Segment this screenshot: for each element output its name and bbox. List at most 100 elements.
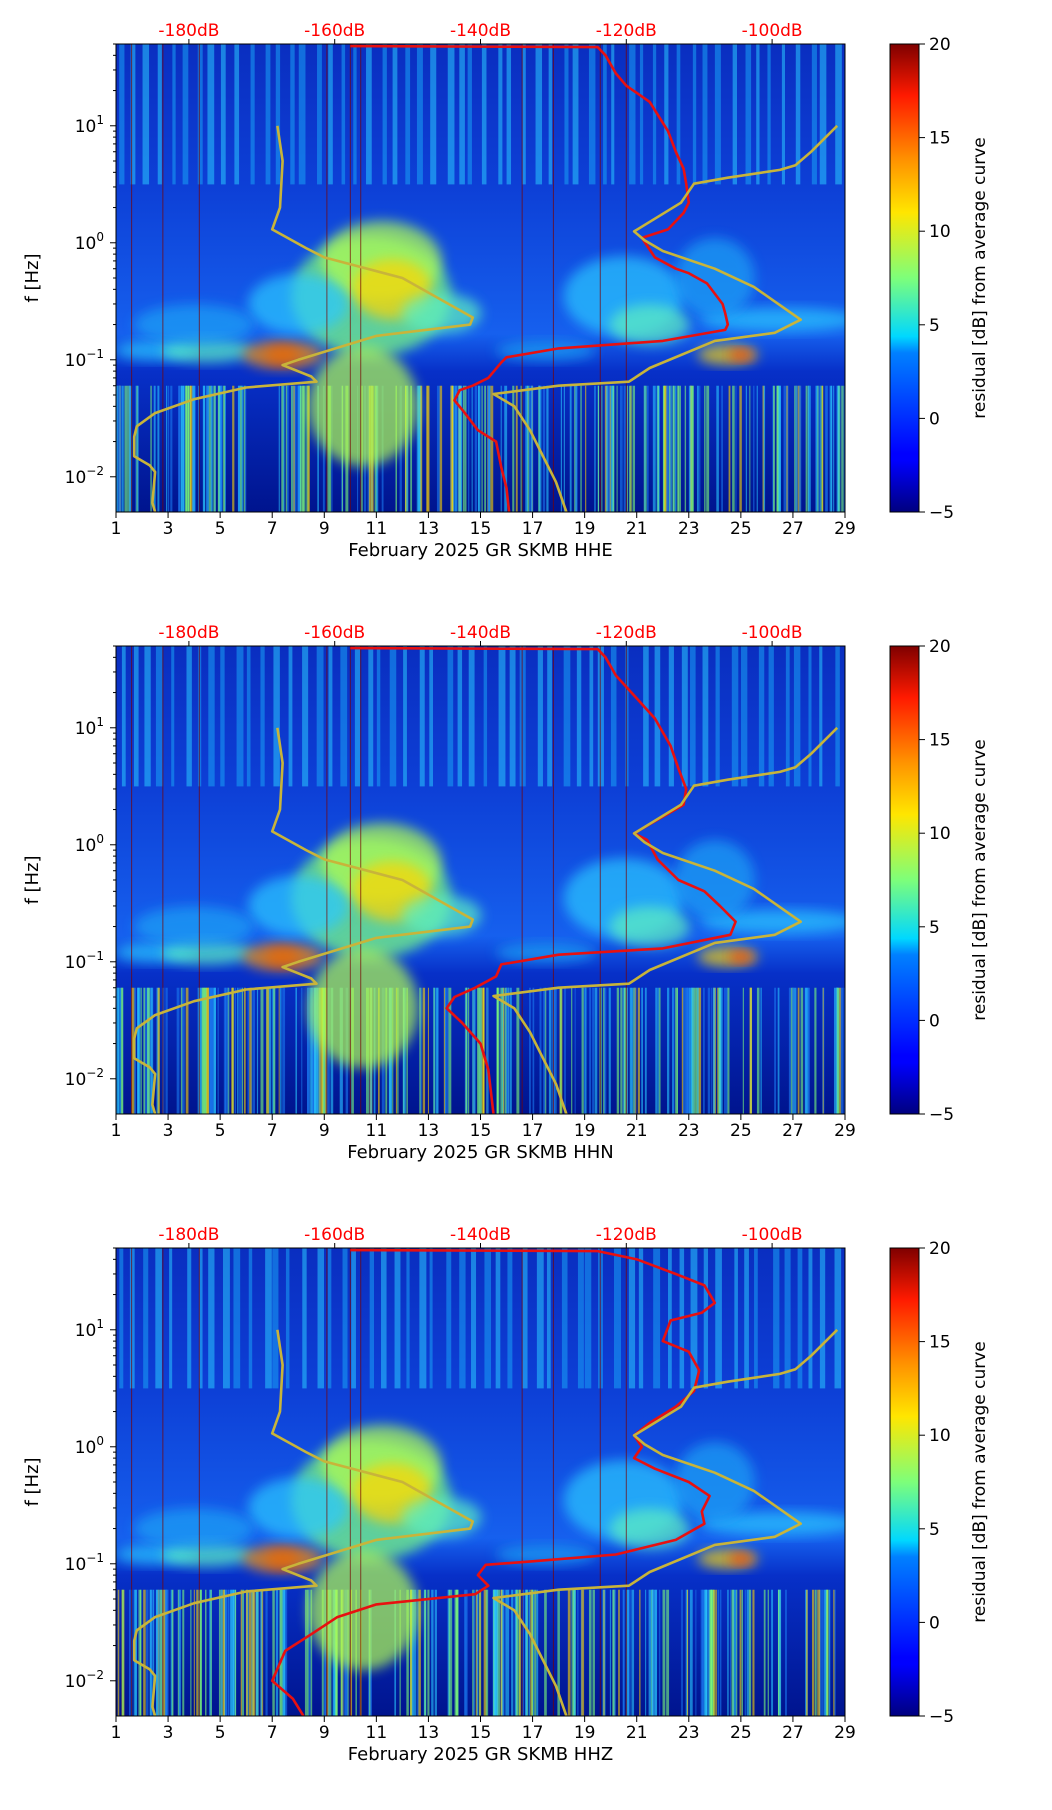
streak-upper bbox=[808, 646, 812, 787]
streak-lower bbox=[557, 1589, 560, 1716]
streak-lower bbox=[804, 987, 807, 1114]
streak-upper bbox=[768, 646, 774, 787]
streak-lower bbox=[144, 987, 148, 1114]
streak-upper bbox=[317, 1248, 325, 1389]
streak-upper bbox=[667, 1248, 672, 1389]
streak-upper bbox=[327, 1248, 332, 1389]
x-tick-label: 13 bbox=[418, 1121, 440, 1141]
streak-lower bbox=[167, 385, 170, 512]
residual-blob bbox=[609, 1508, 690, 1549]
streak-lower bbox=[223, 1589, 225, 1716]
x-tick-label: 29 bbox=[834, 519, 856, 539]
streak-lower bbox=[137, 987, 140, 1114]
streak-upper bbox=[186, 646, 192, 787]
streak-upper bbox=[589, 646, 594, 787]
streak-lower bbox=[681, 987, 684, 1114]
streak-lower bbox=[689, 1589, 693, 1716]
streak-lower bbox=[260, 1589, 263, 1716]
streak-lower bbox=[716, 385, 719, 512]
y-axis-label: f [Hz] bbox=[22, 253, 43, 302]
top-db-label: -160dB bbox=[304, 21, 365, 41]
streak-lower bbox=[265, 1589, 268, 1716]
streak-lower bbox=[762, 385, 765, 512]
streak-upper bbox=[260, 646, 265, 787]
streak-upper bbox=[676, 44, 681, 185]
y-tick-label: 100 bbox=[75, 1434, 104, 1458]
streak-lower bbox=[287, 385, 289, 512]
streak-lower bbox=[127, 385, 129, 512]
streak-upper bbox=[572, 44, 579, 185]
y-tick-exponent: 0 bbox=[96, 1434, 104, 1448]
streak-lower bbox=[686, 1589, 689, 1716]
streak-lower bbox=[814, 1589, 817, 1716]
residual-blob bbox=[699, 307, 845, 332]
colorbar-tick-label: 0 bbox=[929, 1011, 940, 1031]
heatmap-area bbox=[116, 646, 845, 1114]
streak-lower bbox=[592, 987, 595, 1114]
streak-upper bbox=[577, 1248, 584, 1389]
streak-lower bbox=[198, 385, 200, 512]
streak-lower bbox=[823, 1589, 826, 1716]
streak-upper bbox=[419, 646, 425, 787]
residual-blob bbox=[699, 909, 845, 934]
streak-lower bbox=[634, 987, 636, 1114]
streak-upper bbox=[481, 44, 487, 185]
streak-upper bbox=[731, 646, 739, 787]
y-tick-label: 10−2 bbox=[65, 1668, 104, 1692]
streak-lower bbox=[515, 385, 518, 512]
streak-lower bbox=[285, 1589, 288, 1716]
streak-lower bbox=[453, 385, 456, 512]
colorbar-tick-label: 20 bbox=[929, 35, 951, 55]
streak-lower bbox=[739, 385, 742, 512]
streak-upper bbox=[207, 44, 215, 185]
streak-lower bbox=[569, 385, 572, 512]
streak-lower bbox=[744, 1589, 746, 1716]
streak-lower bbox=[241, 385, 244, 512]
streak-lower bbox=[433, 987, 435, 1114]
curve-yellow-right bbox=[492, 124, 839, 512]
streak-upper bbox=[819, 1248, 826, 1389]
streak-lower bbox=[249, 987, 252, 1114]
streak-upper bbox=[811, 44, 817, 185]
streak-upper bbox=[353, 44, 357, 185]
streak-lower bbox=[622, 1589, 625, 1716]
curve-yellow-right bbox=[492, 726, 839, 1114]
streak-lower bbox=[521, 1589, 525, 1716]
streak-lower bbox=[214, 987, 216, 1114]
streak-upper bbox=[208, 646, 215, 787]
x-tick-label: 11 bbox=[366, 519, 388, 539]
streak-lower bbox=[435, 987, 438, 1114]
x-tick-label: 17 bbox=[522, 519, 544, 539]
streak-lower bbox=[252, 1589, 254, 1716]
streak-lower bbox=[417, 385, 421, 512]
streak-lower bbox=[531, 385, 533, 512]
y-tick-exponent: 0 bbox=[96, 230, 104, 244]
streak-lower bbox=[736, 1589, 738, 1716]
y-tick-label: 100 bbox=[75, 832, 104, 856]
streak-lower bbox=[153, 385, 156, 512]
streak-lower bbox=[749, 987, 753, 1114]
colorbar-tick-label: −5 bbox=[929, 1105, 954, 1125]
streak-lower bbox=[626, 1589, 629, 1716]
streak-lower bbox=[478, 987, 481, 1114]
streak-lower bbox=[170, 385, 173, 512]
streak-lower bbox=[183, 385, 185, 512]
streak-lower bbox=[774, 987, 777, 1114]
x-tick-label: 15 bbox=[470, 1723, 492, 1743]
x-tick-label: 27 bbox=[782, 1723, 804, 1743]
streak-lower bbox=[308, 1589, 311, 1716]
streak-lower bbox=[190, 1589, 192, 1716]
streak-lower bbox=[783, 385, 786, 512]
streak-lower bbox=[818, 385, 822, 512]
streak-lower bbox=[791, 987, 795, 1114]
streak-lower bbox=[711, 1589, 714, 1716]
streak-lower bbox=[465, 987, 467, 1114]
streak-lower bbox=[157, 987, 160, 1114]
streak-lower bbox=[685, 1589, 688, 1716]
colorbar-tick-label: 15 bbox=[929, 731, 951, 751]
streak-lower bbox=[618, 1589, 620, 1716]
streak-lower bbox=[490, 385, 494, 512]
streak-lower bbox=[703, 987, 705, 1114]
